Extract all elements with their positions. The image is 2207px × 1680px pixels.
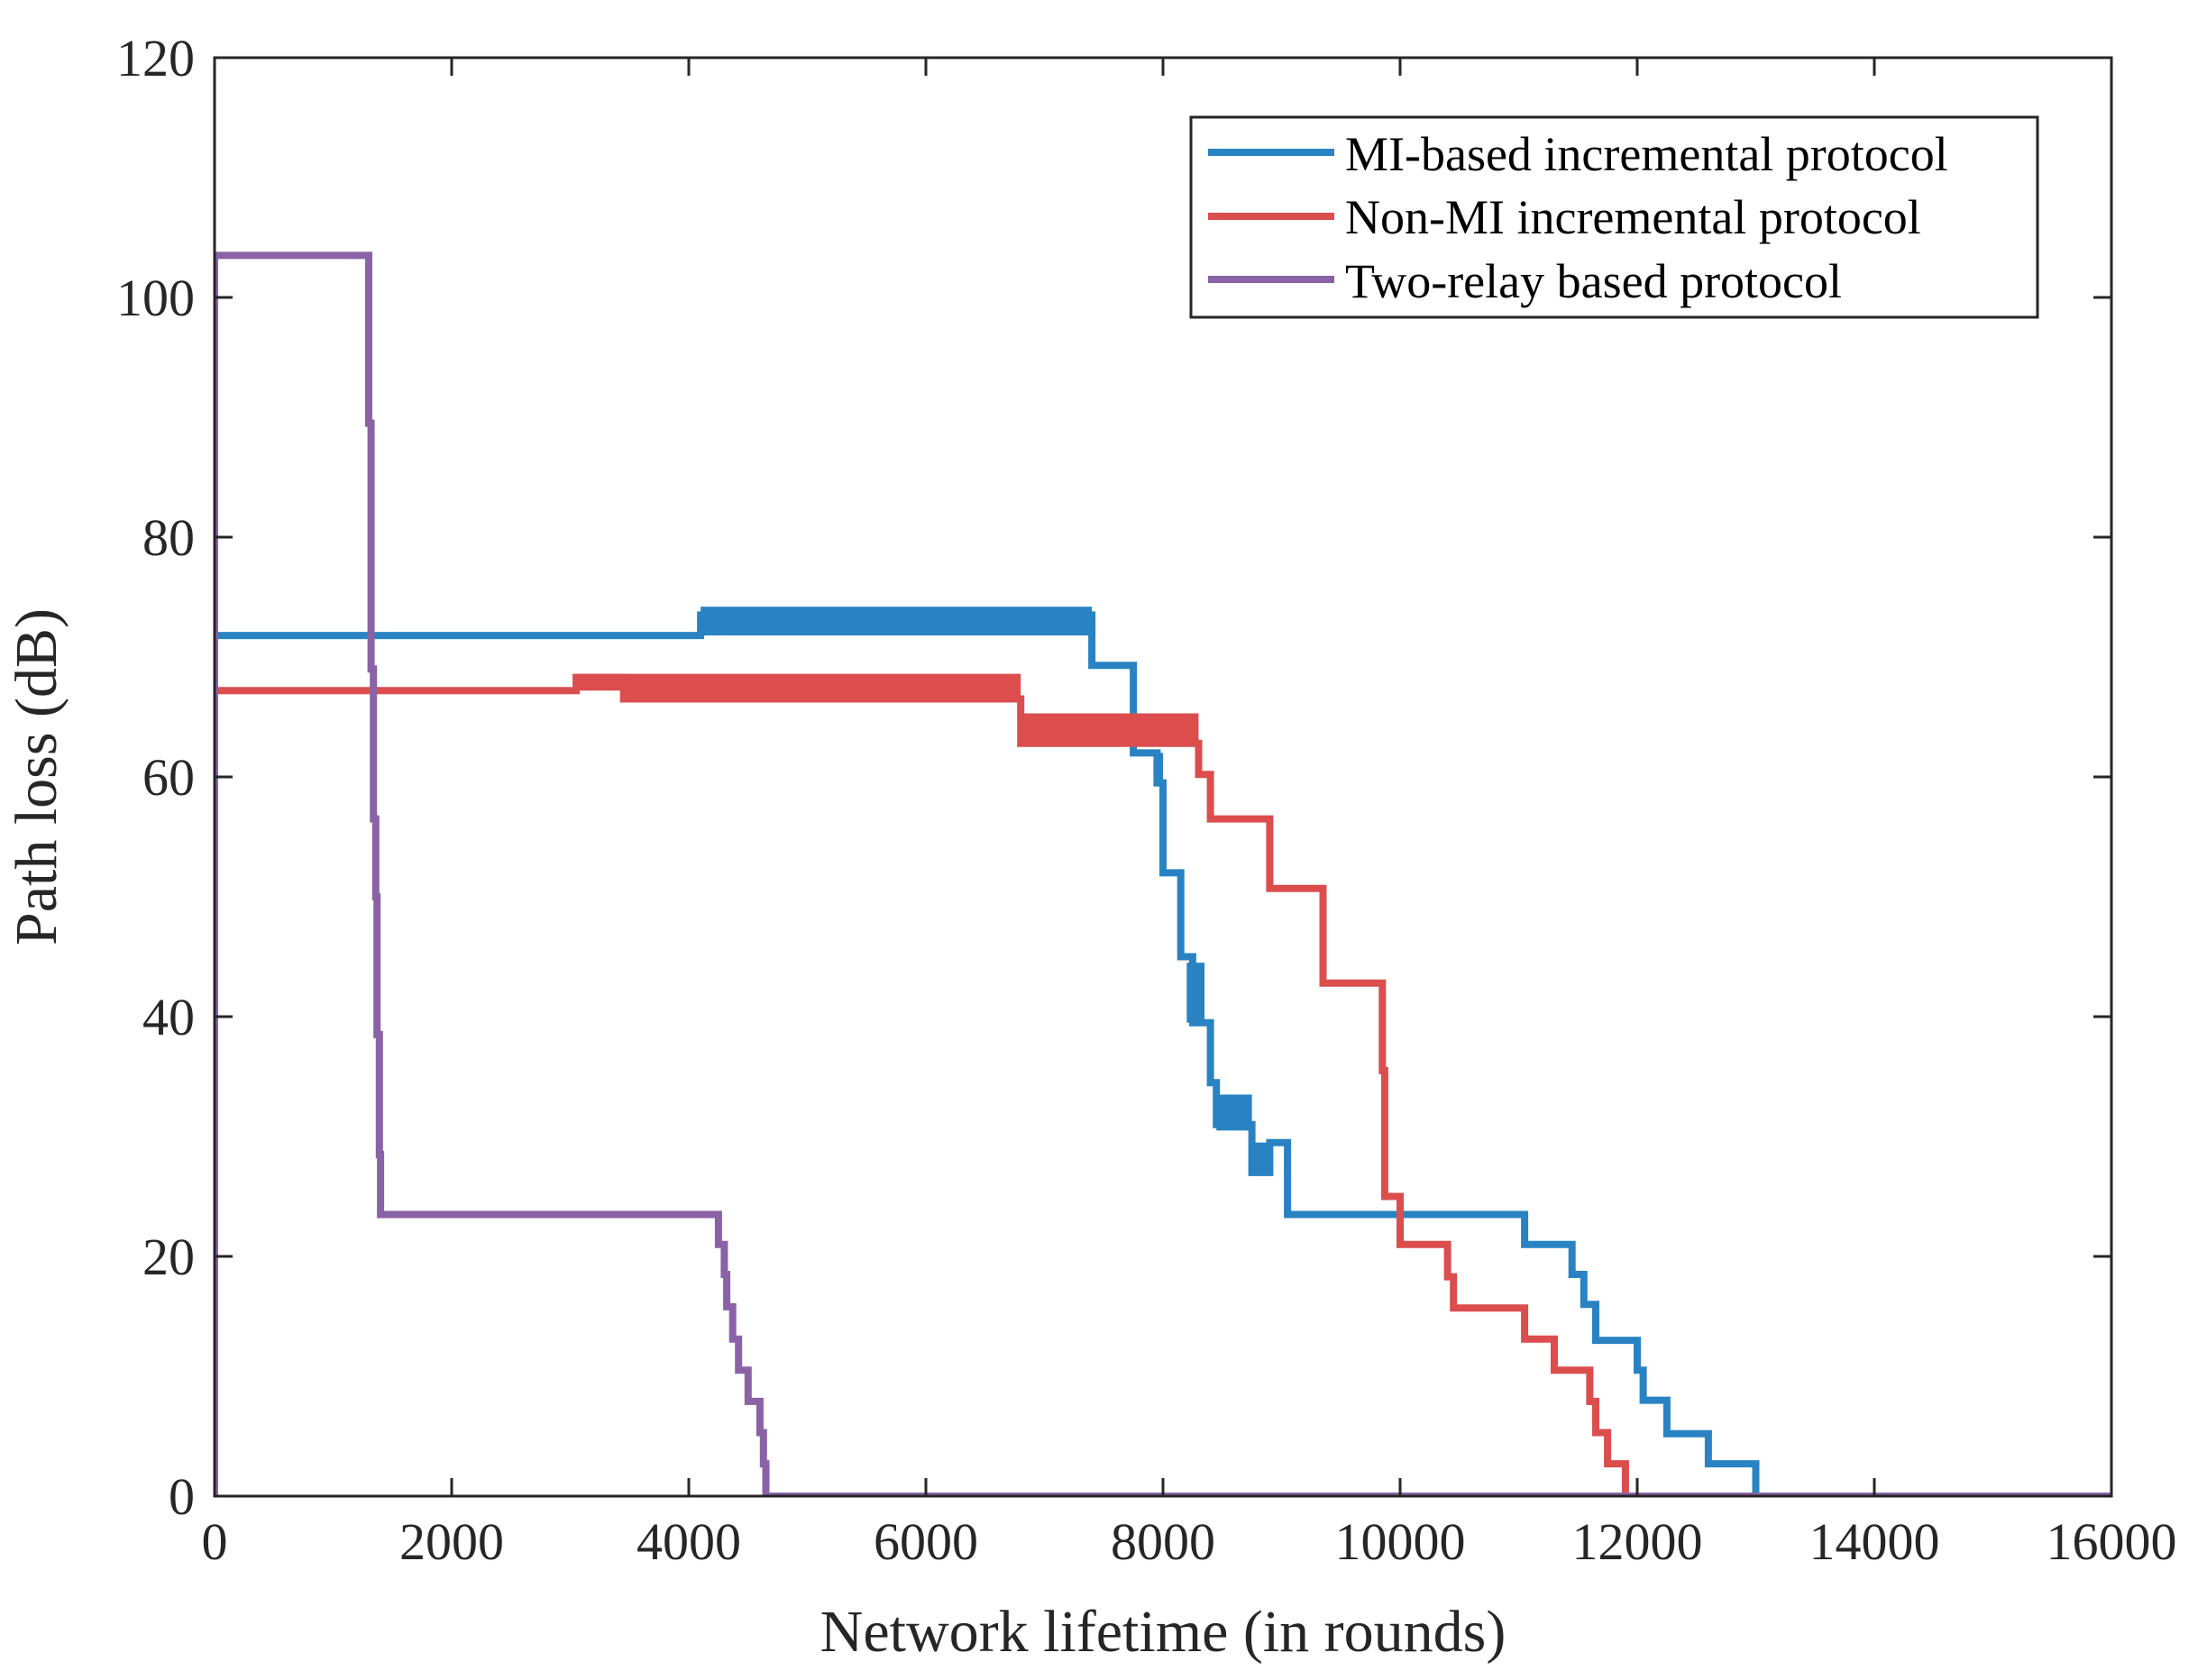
x-tick-label: 6000	[874, 1512, 978, 1571]
series-layer	[215, 251, 2111, 1496]
legend-label-non-mi: Non-MI incremental protocol	[1345, 190, 1921, 244]
legend-label-two-relay: Two-relay based protocol	[1345, 254, 1842, 308]
y-tick-label: 20	[142, 1228, 195, 1286]
series-mi-based	[215, 607, 2111, 1496]
legend-label-mi: MI-based incremental protocol	[1345, 127, 1948, 181]
series-band	[701, 607, 1093, 636]
x-tick-label: 10000	[1335, 1512, 1466, 1571]
series-line-non-mi	[215, 673, 1629, 1496]
x-tick-label: 4000	[636, 1512, 741, 1571]
ticks-layer: 0 2000 4000 6000 8000 10000 12000 14000 16000 0 20…	[116, 29, 2177, 1571]
series-non-mi	[215, 673, 1629, 1496]
x-tick-label: 2000	[399, 1512, 504, 1571]
x-tick-label: 0	[202, 1512, 228, 1571]
legend: MI-based incremental protocol Non-MI inc…	[1189, 115, 2039, 319]
x-tick-label: 14000	[1809, 1512, 1940, 1571]
y-axis-title: Path loss (dB)	[4, 608, 69, 945]
y-tick-label: 100	[116, 269, 195, 327]
series-line-two-relay	[215, 251, 2111, 1496]
x-tick-label: 16000	[2047, 1512, 2177, 1571]
y-tick-label: 80	[142, 508, 195, 567]
series-line-mi-based	[215, 611, 2111, 1496]
series-two-relay	[215, 251, 2111, 1496]
series-band	[1251, 1142, 1270, 1173]
plot-area: 0 2000 4000 6000 8000 10000 12000 14000 16000 0 20…	[116, 29, 2177, 1571]
y-tick-label: 60	[142, 748, 195, 807]
y-tick-label: 0	[169, 1467, 195, 1526]
y-tick-label: 120	[116, 29, 195, 87]
x-tick-label: 12000	[1572, 1512, 1703, 1571]
x-axis-title: Network lifetime (in rounds)	[820, 1599, 1506, 1665]
x-tick-label: 8000	[1111, 1512, 1215, 1571]
y-tick-label: 40	[142, 988, 195, 1046]
